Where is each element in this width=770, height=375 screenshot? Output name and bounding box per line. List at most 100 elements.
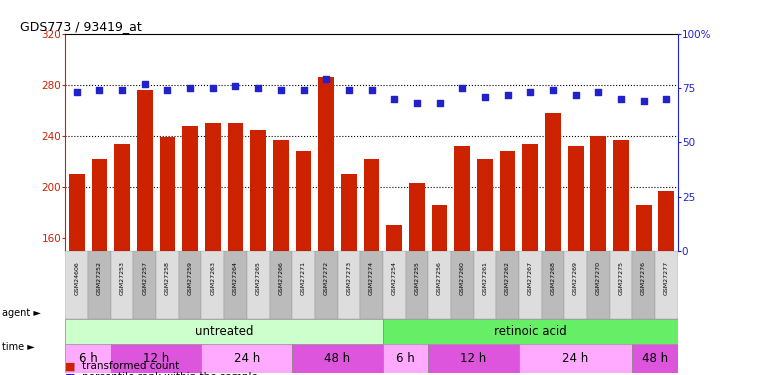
Bar — [406, 251, 428, 319]
Text: GSM27275: GSM27275 — [618, 261, 624, 295]
Text: ■: ■ — [65, 361, 76, 371]
Text: ■: ■ — [65, 372, 76, 375]
Bar — [522, 144, 538, 251]
Bar — [363, 159, 380, 251]
Point — [614, 96, 627, 102]
Point — [434, 100, 446, 106]
Point — [410, 100, 423, 106]
Point — [252, 85, 264, 91]
Point — [660, 96, 672, 102]
Point — [320, 76, 333, 82]
Text: 6 h: 6 h — [396, 352, 415, 365]
Bar — [383, 344, 428, 373]
Point — [547, 87, 559, 93]
Text: GSM27277: GSM27277 — [664, 261, 669, 295]
Point — [569, 92, 582, 98]
Text: GSM27268: GSM27268 — [551, 261, 555, 295]
Bar — [541, 251, 564, 319]
Text: untreated: untreated — [195, 325, 253, 338]
Point — [343, 87, 355, 93]
Bar — [315, 251, 337, 319]
Bar — [228, 123, 243, 251]
Text: GSM27267: GSM27267 — [527, 261, 533, 295]
Bar — [658, 191, 675, 251]
Bar — [247, 251, 270, 319]
Point — [456, 85, 468, 91]
Text: GSM27276: GSM27276 — [641, 261, 646, 295]
Bar — [500, 151, 515, 251]
Point — [592, 89, 604, 95]
Text: 6 h: 6 h — [79, 352, 98, 365]
Text: agent ►: agent ► — [2, 308, 40, 318]
Text: GSM27253: GSM27253 — [119, 261, 125, 295]
Bar — [519, 344, 632, 373]
Text: GSM27273: GSM27273 — [346, 261, 351, 295]
Bar — [454, 146, 470, 251]
Point — [479, 94, 491, 100]
Bar — [224, 251, 247, 319]
Bar — [114, 144, 130, 251]
Bar — [360, 251, 383, 319]
Text: 24 h: 24 h — [234, 352, 260, 365]
Point — [206, 85, 219, 91]
Text: percentile rank within the sample: percentile rank within the sample — [82, 372, 258, 375]
Text: 48 h: 48 h — [324, 352, 350, 365]
Point — [275, 87, 287, 93]
Point — [71, 89, 83, 95]
Bar — [341, 174, 357, 251]
Bar — [545, 113, 561, 251]
Text: GSM27271: GSM27271 — [301, 261, 306, 295]
Point — [184, 85, 196, 91]
Point — [139, 81, 151, 87]
Bar — [474, 251, 496, 319]
Bar — [496, 251, 519, 319]
Text: GSM27274: GSM27274 — [369, 261, 374, 295]
Text: GSM27252: GSM27252 — [97, 261, 102, 295]
Bar — [202, 251, 224, 319]
Text: GSM27255: GSM27255 — [414, 261, 420, 295]
Bar — [296, 151, 311, 251]
Bar — [432, 205, 447, 251]
Bar — [111, 344, 202, 373]
Text: GDS773 / 93419_at: GDS773 / 93419_at — [19, 20, 141, 33]
Point — [388, 96, 400, 102]
Bar — [655, 251, 678, 319]
Bar — [337, 251, 360, 319]
Bar — [451, 251, 474, 319]
Bar — [69, 174, 85, 251]
Text: GSM27272: GSM27272 — [323, 261, 329, 295]
Bar — [477, 159, 493, 251]
Bar — [387, 225, 402, 251]
Text: 48 h: 48 h — [642, 352, 668, 365]
Point — [162, 87, 174, 93]
Text: GSM27269: GSM27269 — [573, 261, 578, 295]
Bar — [632, 251, 655, 319]
Bar — [182, 126, 198, 251]
Bar — [111, 251, 133, 319]
Text: 12 h: 12 h — [143, 352, 169, 365]
Text: GSM27262: GSM27262 — [505, 261, 510, 295]
Point — [229, 83, 242, 89]
Text: GSM27260: GSM27260 — [460, 261, 465, 295]
Text: GSM27258: GSM27258 — [165, 261, 170, 295]
Text: GSM27270: GSM27270 — [596, 261, 601, 295]
Bar — [428, 251, 451, 319]
Point — [638, 98, 650, 104]
Bar — [292, 251, 315, 319]
Bar — [591, 136, 606, 251]
Text: 12 h: 12 h — [460, 352, 487, 365]
Bar — [250, 130, 266, 251]
Bar — [65, 319, 383, 344]
Bar — [133, 251, 156, 319]
Bar — [519, 251, 541, 319]
Bar — [270, 251, 292, 319]
Text: GSM24606: GSM24606 — [74, 261, 79, 295]
Text: GSM27265: GSM27265 — [256, 261, 261, 295]
Bar — [88, 251, 111, 319]
Text: retinoic acid: retinoic acid — [494, 325, 567, 338]
Point — [297, 87, 310, 93]
Bar — [636, 205, 651, 251]
Bar — [65, 344, 111, 373]
Bar — [632, 344, 678, 373]
Text: GSM27263: GSM27263 — [210, 261, 216, 295]
